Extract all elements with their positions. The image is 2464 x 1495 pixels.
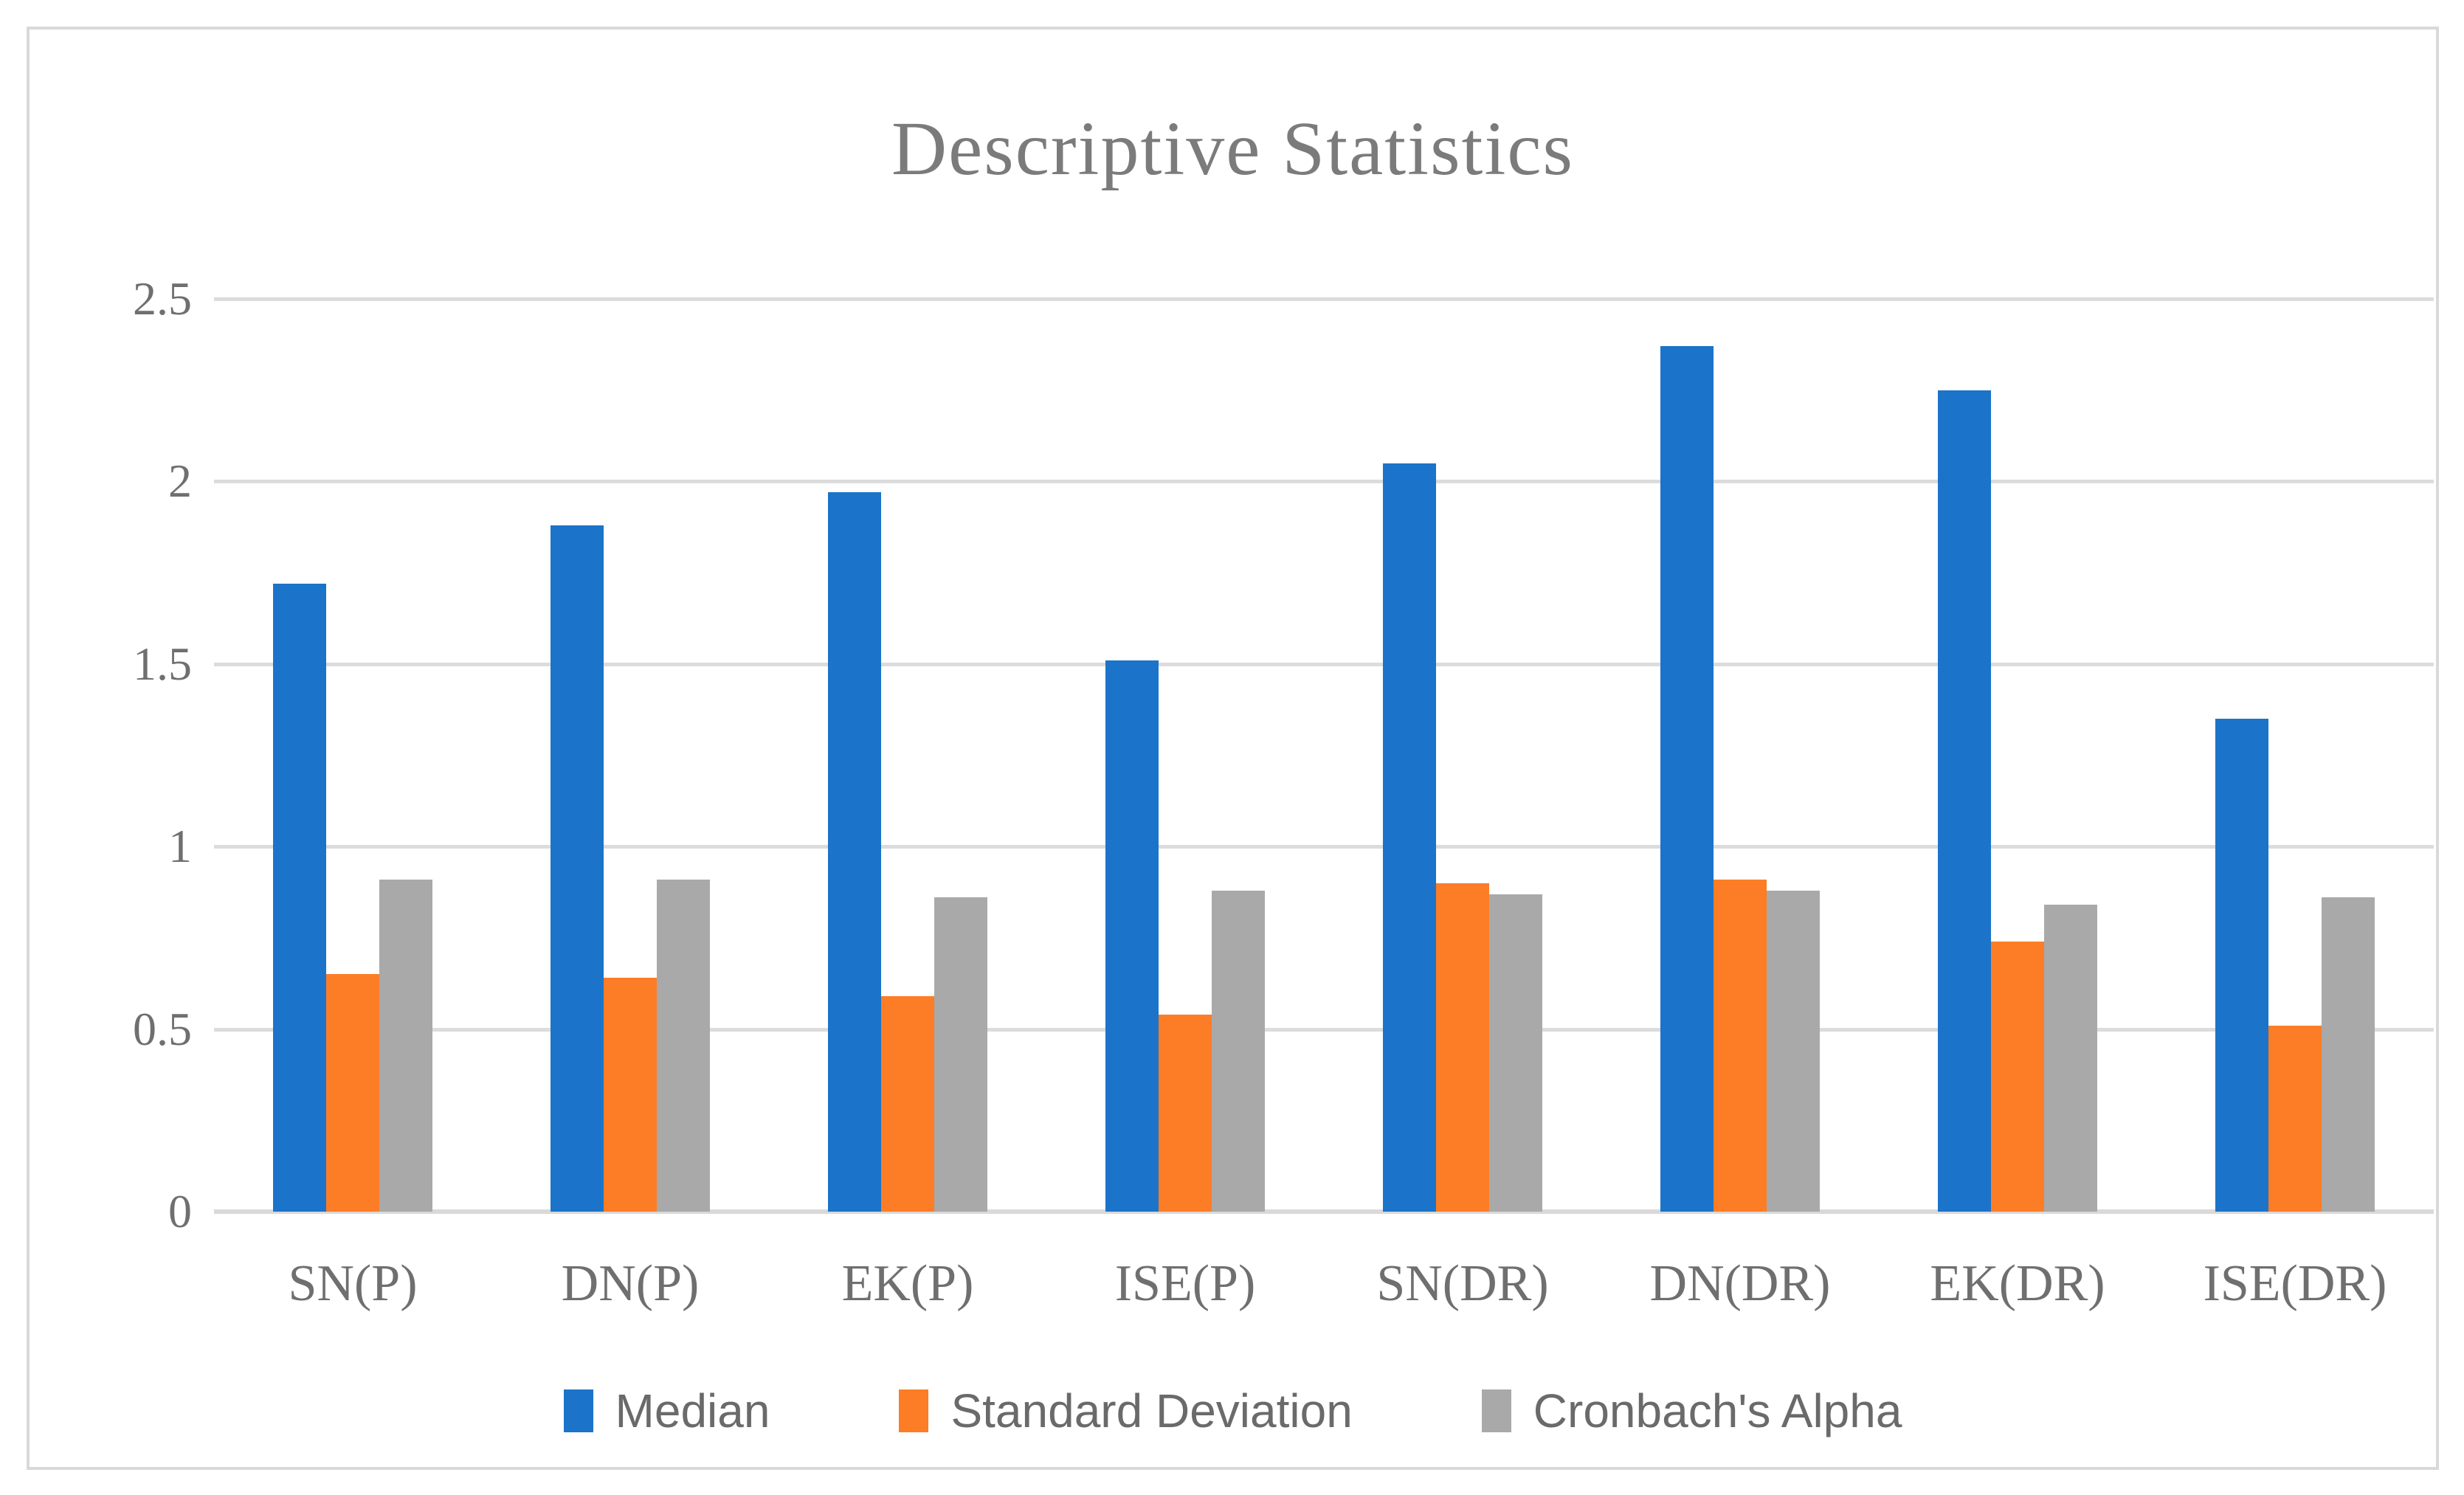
gridline	[214, 480, 2434, 484]
bar-standard-deviation-ISE(DR)	[2268, 1025, 2322, 1212]
legend-label: Cronbach's Alpha	[1533, 1384, 1902, 1437]
legend-swatch-standard-deviation	[899, 1389, 929, 1432]
bar-cronbach-s-alpha-ISE(P)	[1212, 890, 1265, 1212]
bar-median-ISE(DR)	[2215, 719, 2268, 1212]
y-tick-label: 1	[168, 820, 192, 873]
bar-median-DN(P)	[551, 525, 604, 1212]
bar-group: ISE(DR)	[2156, 299, 2434, 1312]
legend-label: Median	[615, 1384, 770, 1437]
bar-cronbach-s-alpha-DN(P)	[657, 879, 710, 1212]
bar-standard-deviation-ISE(P)	[1159, 1014, 1212, 1212]
gridline	[214, 1027, 2434, 1032]
bar-cronbach-s-alpha-SN(DR)	[1489, 894, 1542, 1212]
bar-standard-deviation-EK(P)	[881, 996, 934, 1212]
legend-item: Cronbach's Alpha	[1481, 1384, 1902, 1438]
bar-median-EK(P)	[828, 492, 881, 1212]
bar-median-SN(DR)	[1383, 463, 1436, 1212]
bar-cronbach-s-alpha-EK(P)	[934, 897, 987, 1212]
bar-group: ISE(P)	[1046, 299, 1324, 1312]
gridline	[214, 297, 2434, 301]
x-tick-label: DN(P)	[561, 1255, 700, 1312]
y-tick-label: 0	[168, 1185, 192, 1237]
y-tick-label: 2	[168, 455, 192, 508]
legend-swatch-median	[563, 1389, 593, 1432]
bar-median-DN(DR)	[1660, 346, 1714, 1212]
figure-frame: Descriptive Statistics 0 0.5 1 1.5 2 2.5 SN(P)…	[27, 27, 2439, 1470]
bar-cronbach-s-alpha-ISE(DR)	[2322, 897, 2375, 1212]
bar-group: EK(P)	[769, 299, 1046, 1312]
legend-swatch-cronbach-s-alpha	[1481, 1389, 1511, 1432]
chart-title: Descriptive Statistics	[891, 106, 1574, 191]
bar-group: SN(P)	[214, 299, 491, 1312]
legend: Median Standard Deviation Cronbach's Alpha	[30, 1374, 2436, 1448]
bar-median-EK(DR)	[1938, 390, 1991, 1212]
bar-group: EK(DR)	[1879, 299, 2156, 1312]
bar-group: DN(P)	[491, 299, 769, 1312]
bar-cronbach-s-alpha-DN(DR)	[1767, 890, 1820, 1212]
bar-standard-deviation-SN(P)	[326, 974, 379, 1212]
x-tick-label: EK(P)	[841, 1255, 974, 1312]
x-tick-label: ISE(P)	[1114, 1255, 1256, 1312]
bar-standard-deviation-DN(DR)	[1714, 879, 1767, 1212]
legend-item: Standard Deviation	[899, 1384, 1353, 1438]
bar-standard-deviation-EK(DR)	[1991, 941, 2044, 1212]
bar-median-ISE(P)	[1105, 660, 1159, 1212]
bar-standard-deviation-DN(P)	[604, 978, 657, 1212]
bar-group: SN(DR)	[1324, 299, 1601, 1312]
bar-standard-deviation-SN(DR)	[1436, 883, 1489, 1212]
x-tick-label: DN(DR)	[1649, 1255, 1831, 1312]
x-tick-label: SN(P)	[288, 1255, 418, 1312]
x-tick-label: ISE(DR)	[2203, 1255, 2387, 1312]
legend-label: Standard Deviation	[950, 1384, 1353, 1437]
bar-cronbach-s-alpha-EK(DR)	[2044, 905, 2097, 1212]
x-tick-label: EK(DR)	[1930, 1255, 2105, 1312]
y-tick-label: 0.5	[133, 1002, 192, 1055]
x-tick-label: SN(DR)	[1376, 1255, 1549, 1312]
gridline	[214, 662, 2434, 666]
x-axis-line	[214, 1209, 2434, 1214]
bar-cronbach-s-alpha-SN(P)	[379, 879, 432, 1212]
gridline	[214, 845, 2434, 849]
legend-item: Median	[563, 1384, 770, 1438]
bar-group: DN(DR)	[1601, 299, 1879, 1312]
y-tick-label: 1.5	[133, 637, 192, 690]
y-tick-label: 2.5	[133, 272, 192, 325]
plot-area: 0 0.5 1 1.5 2 2.5 SN(P) DN(P) EK(P) ISE(P) SN(DR) D…	[133, 275, 2434, 1312]
bar-median-SN(P)	[273, 583, 326, 1212]
